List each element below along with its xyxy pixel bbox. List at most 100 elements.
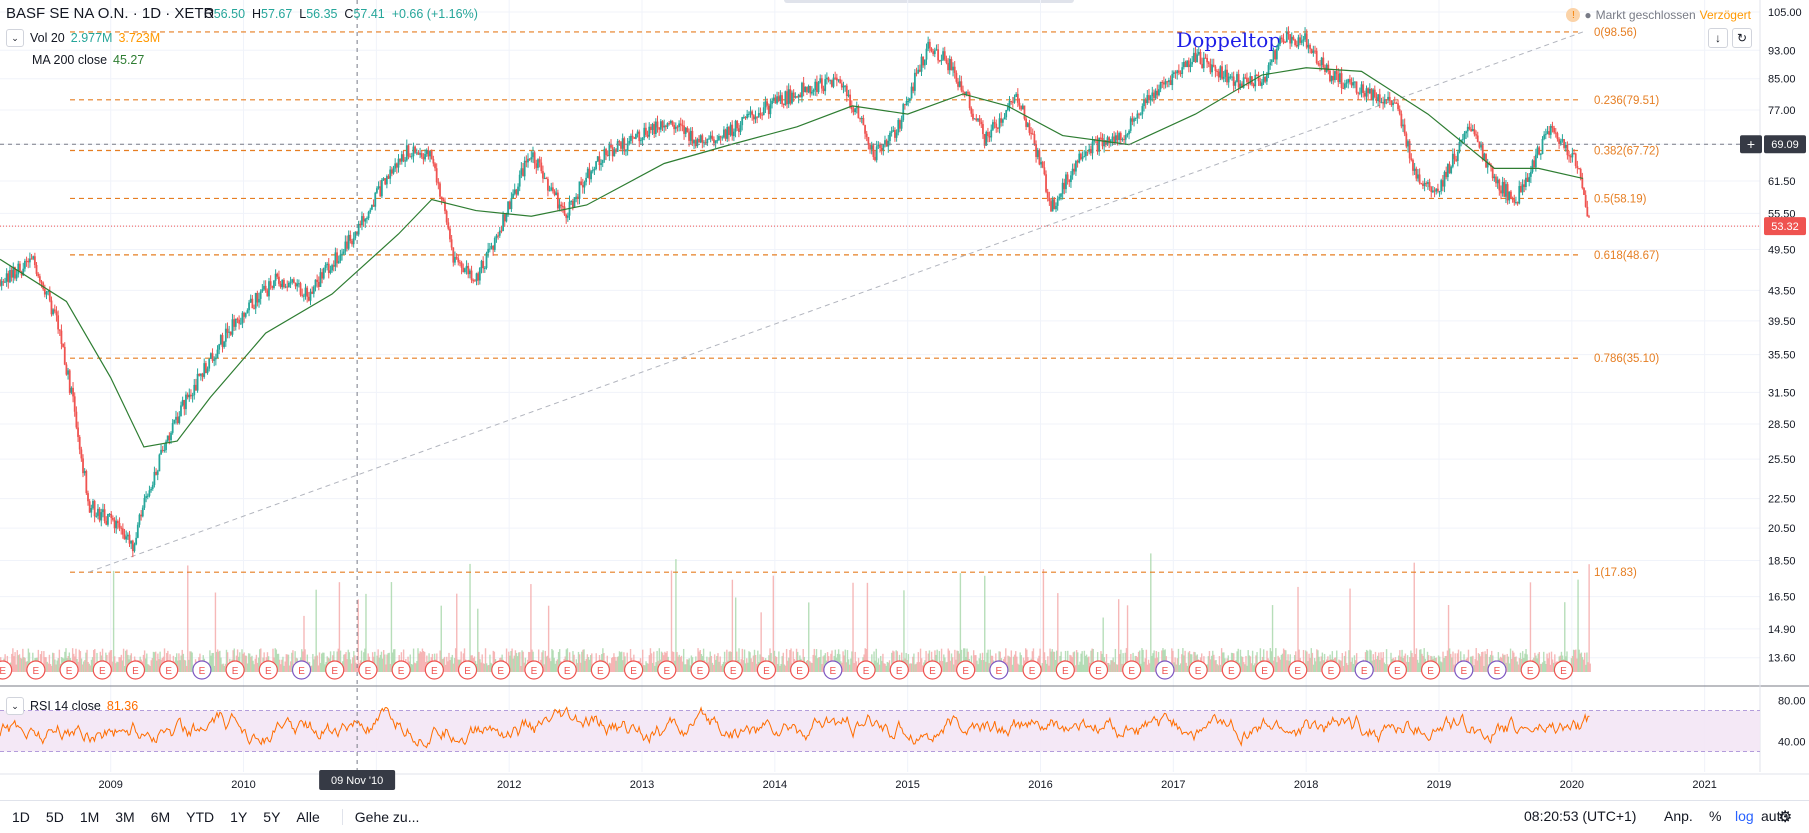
volume-bar: [126, 649, 128, 672]
candle-body: [73, 396, 76, 412]
candle-body: [1133, 118, 1135, 122]
chart-canvas[interactable]: 0(98.56)0.236(79.51)0.382(67.72)0.5(58.1…: [0, 0, 1809, 800]
volume-bar: [1256, 652, 1258, 672]
volume-bar: [864, 648, 866, 672]
volume-bar: [292, 650, 294, 672]
candle-body: [493, 238, 496, 250]
volume-bar: [1515, 656, 1517, 672]
candle-body: [136, 524, 139, 538]
gear-icon[interactable]: ⚙: [1778, 809, 1793, 826]
volume-bar: [16, 650, 19, 672]
ma-legend[interactable]: MA 200 close 45.27: [32, 53, 144, 67]
volume-bar: [708, 657, 710, 672]
candle-body: [880, 147, 883, 151]
arrow-down-icon[interactable]: ↓: [1708, 28, 1728, 48]
candle-body: [1385, 99, 1388, 101]
range-button-6m[interactable]: 6M: [150, 809, 171, 825]
symbol-title[interactable]: BASF SE NA O.N. · 1D · XETR: [6, 5, 215, 22]
volume-bar: [176, 653, 178, 672]
top-drag-handle[interactable]: [784, 0, 1074, 3]
volume-bar: [1259, 648, 1262, 672]
candle-body: [585, 177, 588, 182]
volume-bar: [936, 649, 938, 672]
volume-bar: [1281, 653, 1284, 672]
volume-bar: [976, 660, 978, 672]
candle-body: [973, 118, 976, 120]
volume-bar: [1316, 649, 1318, 672]
volume-bar: [1286, 660, 1288, 672]
range-button-5y[interactable]: 5Y: [263, 809, 281, 825]
candle-body: [548, 190, 551, 192]
sync-icon[interactable]: ↻: [1732, 28, 1752, 48]
candle-body: [581, 185, 584, 188]
candle-body: [656, 121, 659, 128]
candle-body: [1521, 184, 1524, 193]
earnings-label: E: [896, 666, 903, 677]
range-button-ytd[interactable]: YTD: [186, 809, 215, 825]
range-button-1y[interactable]: 1Y: [230, 809, 248, 825]
goto-button[interactable]: Gehe zu...: [341, 809, 419, 825]
candle-body: [1415, 168, 1418, 179]
chevron-down-icon[interactable]: ⌄: [6, 29, 24, 47]
candle-body: [1083, 156, 1086, 158]
last-price-box: [1764, 217, 1806, 236]
volume-bar: [426, 655, 428, 672]
candle-body: [249, 298, 252, 303]
adjust-toggle[interactable]: Anp.: [1664, 808, 1693, 824]
volume-bar: [1312, 664, 1315, 672]
candle-body: [822, 88, 825, 92]
volume-bar: [650, 653, 653, 672]
earnings-label: E: [1427, 666, 1434, 677]
rsi-legend[interactable]: ⌄ RSI 14 close 81.36: [6, 697, 138, 715]
candle-body: [47, 291, 50, 293]
candle-body: [845, 85, 848, 97]
volume-bar: [1186, 665, 1189, 672]
range-button-1d[interactable]: 1D: [12, 809, 30, 825]
range-button-1m[interactable]: 1M: [79, 809, 100, 825]
candle-body: [1280, 37, 1283, 40]
volume-legend[interactable]: ⌄ Vol 20 2.977M 3.723M: [6, 29, 160, 47]
volume-bar: [339, 650, 342, 672]
candle-body: [1478, 142, 1481, 148]
candle-body: [424, 153, 426, 160]
volume-bar: [236, 649, 239, 672]
candle-body: [829, 80, 832, 82]
candle-body: [490, 245, 493, 249]
candle-body: [1246, 77, 1248, 82]
candle-body: [857, 107, 860, 119]
volume-bar: [1319, 661, 1321, 672]
warning-icon[interactable]: !: [1566, 8, 1581, 22]
candle-body: [1244, 77, 1247, 79]
range-button-3m[interactable]: 3M: [115, 809, 135, 825]
percent-toggle[interactable]: %: [1709, 808, 1722, 824]
candle-body: [1113, 136, 1116, 143]
volume-bar: [642, 649, 644, 672]
chevron-down-icon[interactable]: ⌄: [6, 697, 24, 715]
range-button-5d[interactable]: 5D: [45, 809, 64, 825]
log-toggle[interactable]: log: [1735, 808, 1754, 824]
candle-body: [895, 132, 898, 138]
earnings-marker: [623, 660, 644, 680]
candle-body: [155, 471, 157, 475]
volume-bar: [1117, 599, 1120, 672]
candle-body: [173, 419, 176, 424]
candle-body: [354, 231, 357, 239]
volume-bar: [489, 654, 491, 672]
volume-bar: [1213, 654, 1215, 672]
candle-body: [415, 152, 418, 154]
candle-body: [985, 132, 988, 146]
y-tick-label: 85.00: [1768, 74, 1796, 86]
auto-toggle[interactable]: auto: [1761, 808, 1789, 824]
candle-body: [1144, 99, 1147, 104]
candle-body: [219, 335, 222, 345]
volume-bar: [294, 651, 296, 672]
delay-label[interactable]: Verzögert: [1699, 8, 1751, 22]
volume-bar: [416, 660, 418, 672]
candle-body: [1256, 74, 1258, 76]
bottom-toolbar: 1D 5D 1M 3M 6M YTD 1Y 5Y Alle Gehe zu... 08:20:5…: [0, 800, 1809, 833]
earnings-label: E: [365, 666, 372, 677]
volume-bar: [1307, 661, 1309, 672]
range-button-alle[interactable]: Alle: [296, 809, 320, 825]
volume-bar: [1589, 663, 1591, 672]
candle-body: [28, 258, 31, 263]
